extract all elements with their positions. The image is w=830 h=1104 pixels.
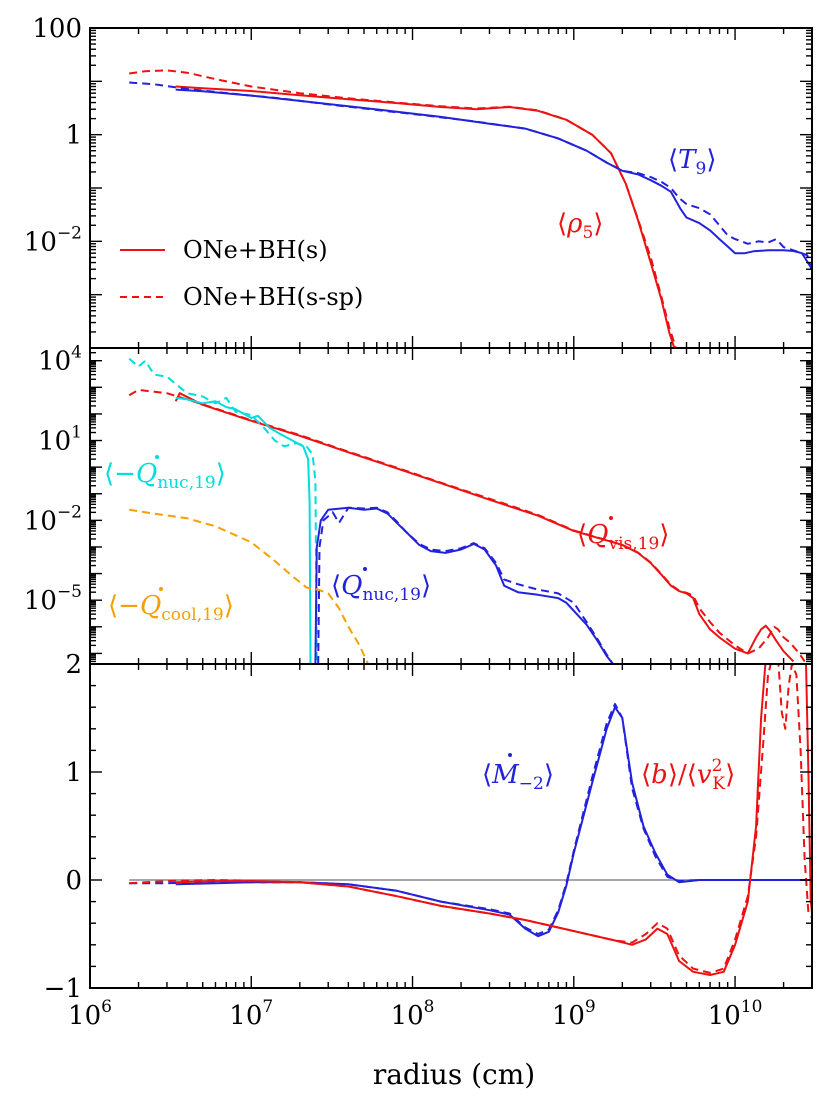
annotation-minus-Qnuc: ⟨−Qnuc,19⟩: [104, 459, 226, 493]
series-group: [129, 664, 812, 976]
annotation-T9: ⟨T9⟩: [668, 145, 716, 179]
y-tick-label: 10−5: [24, 582, 82, 616]
series-group: [129, 69, 812, 348]
annotation-rho5: ⟨ρ5⟩: [557, 209, 603, 243]
y-tick-label: 10−2: [24, 223, 82, 257]
middle-panel: 104 101 10−2 10−5: [24, 343, 813, 665]
y-tick-label: 101: [38, 423, 82, 457]
y-tick-label: 0: [65, 866, 82, 896]
top-panel: 100 1 10−2: [24, 14, 813, 349]
x-tick-label: 109: [552, 997, 596, 1031]
qdot-mark-minus-Qnuc: [155, 455, 159, 459]
legend-entry-s-sp: ONe+BH(s-sp): [183, 283, 363, 311]
series-qnuc-s: [314, 506, 614, 664]
series-mdot-s: [175, 706, 812, 938]
legend: ONe+BH(s) ONe+BH(s-sp): [120, 236, 363, 311]
y-tick-label: −1: [44, 974, 82, 1004]
series-rho5-s-sp: [129, 69, 677, 348]
qdot-mark-Qnuc: [363, 567, 367, 571]
x-tick-label: 106: [68, 997, 112, 1031]
x-tick-label: 108: [391, 997, 435, 1031]
y-tick-label: 2: [65, 650, 82, 680]
axes-frame: [89, 663, 813, 989]
annotation-minus-Qcool: ⟨−Qcool,19⟩: [108, 591, 234, 625]
series--qnuc-s: [175, 396, 312, 664]
x-tick-label: 1010: [708, 997, 763, 1031]
series-b-s-sp: [129, 664, 772, 974]
series-t9-s-sp: [129, 81, 812, 272]
ticks: [89, 27, 813, 349]
annotation-Mdot: ⟨M−2⟩: [482, 760, 554, 794]
series-group: [128, 357, 806, 664]
series-b-s: [175, 664, 767, 976]
annotation-Qnuc: ⟨Qnuc,19⟩: [331, 571, 431, 605]
y-tick-label: 10−2: [24, 502, 82, 536]
ticks: [89, 663, 813, 989]
series-qvis-s: [174, 392, 795, 663]
mdot-mark: [508, 753, 512, 757]
annotation-b-over-vK2: ⟨b⟩/⟨v2 K⟩: [641, 756, 735, 794]
series-t9-s: [175, 88, 812, 270]
series-qvis-s-sp: [128, 388, 806, 662]
y-tick-label: 1: [65, 758, 82, 788]
x-axis-label: radius (cm): [373, 1058, 535, 1091]
qdot-mark-Qvis: [609, 516, 613, 520]
series-b-s-sp-peaks: [777, 664, 812, 919]
ticks: [89, 347, 813, 665]
series--qnuc-s-sp: [128, 357, 318, 664]
qdot-marks: [155, 455, 613, 591]
y-tick-label: 1: [65, 121, 82, 151]
series-rho5-s: [175, 85, 676, 348]
y-tick-label: 100: [32, 14, 82, 44]
qdot-mark-minus-Qcool: [159, 587, 163, 591]
series-mdot-s-sp: [129, 703, 812, 935]
x-tick-label: 107: [229, 997, 273, 1031]
series-qnuc-s-sp: [317, 506, 614, 664]
y-tick-label: 104: [38, 343, 82, 377]
annotation-Qvis: ⟨Qvis,19⟩: [577, 520, 669, 554]
legend-entry-s: ONe+BH(s): [183, 236, 328, 264]
series--qcool-s-sp: [129, 508, 370, 664]
